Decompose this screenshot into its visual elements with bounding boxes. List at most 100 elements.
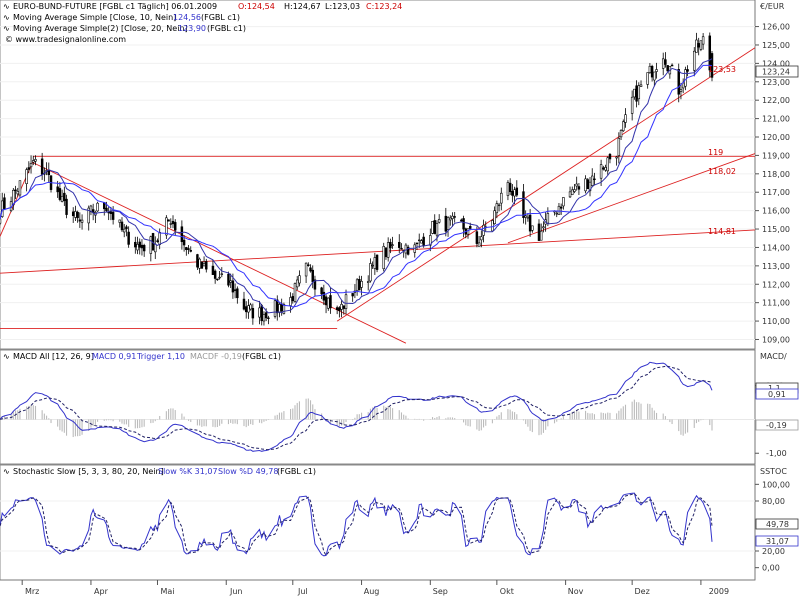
- trendline: [507, 153, 756, 244]
- candle-body: [0, 200, 4, 217]
- candle-body: [180, 226, 184, 243]
- price-low: L:123,03: [325, 2, 360, 11]
- price-axis-ticks: 109,00 110,00 111,00 112,00 113,00 114,00 115,…: [755, 23, 790, 344]
- candle-body: [648, 65, 652, 73]
- price-tick-label: 125,00: [762, 41, 790, 50]
- moving-average-lines: [0, 58, 713, 314]
- candle-body: [699, 40, 703, 50]
- ma10-line: [0, 58, 713, 314]
- candle-body: [293, 283, 297, 302]
- price-tick-label: 114,00: [762, 243, 790, 252]
- candle-body: [80, 219, 84, 223]
- candle-body: [196, 254, 199, 268]
- trendline: [0, 229, 756, 274]
- candle-body: [233, 289, 237, 291]
- candle-body: [264, 312, 268, 319]
- candle-body: [449, 217, 452, 221]
- candle-body: [213, 270, 217, 279]
- price-tick-label: 124,00: [762, 59, 790, 68]
- candle-body: [577, 186, 581, 190]
- macd-title: MACD All [12, 26, 9]: [13, 352, 94, 361]
- candle-body: [309, 267, 312, 272]
- candle-body: [568, 191, 572, 198]
- candle-body: [220, 273, 224, 275]
- candle-body: [635, 85, 638, 102]
- stoch-k-tag-text: 31,07: [766, 537, 789, 546]
- candle-body: [122, 228, 126, 233]
- candle-body: [684, 69, 687, 87]
- candle-body: [171, 220, 175, 225]
- candle-body: [327, 297, 330, 309]
- stoch-tick-label: 100,00: [762, 480, 790, 489]
- candle-body: [708, 35, 712, 71]
- candle-body: [260, 305, 263, 322]
- candle-body: [74, 211, 77, 218]
- stoch-d-tag-text: 49,78: [766, 520, 789, 529]
- candle-body: [60, 195, 64, 202]
- macd-value-tag: [755, 388, 799, 400]
- macd-value-tag-text: 0,91: [768, 390, 786, 399]
- candle-body: [118, 219, 122, 223]
- candle-body: [311, 269, 314, 283]
- candle-body: [304, 262, 308, 277]
- candle-body: [329, 295, 332, 309]
- candle-body: [18, 180, 22, 196]
- macd-lines: [0, 361, 713, 452]
- ma10-icon: ∿: [3, 13, 10, 22]
- candle-body: [437, 219, 441, 223]
- macd-hist-tag: [755, 419, 799, 431]
- candle-body: [127, 231, 130, 245]
- candle-body: [158, 232, 161, 245]
- candle-body: [78, 219, 82, 222]
- candle-body: [278, 304, 281, 313]
- candle-body: [417, 239, 421, 242]
- candle-body: [373, 257, 377, 269]
- candle-body: [351, 293, 354, 297]
- x-axis-label: Mai: [160, 587, 174, 596]
- candle-body: [653, 71, 656, 81]
- candle-body: [71, 211, 75, 217]
- candles: [0, 32, 714, 326]
- candle-body: [670, 64, 674, 67]
- candle-body: [391, 244, 394, 246]
- last-price-tag: [755, 65, 799, 78]
- macd-macdf: MACDF -0,19: [190, 352, 242, 361]
- candle-body: [608, 153, 612, 160]
- price-tick-label: 118,00: [762, 170, 790, 179]
- candle-body: [593, 178, 596, 181]
- candle-body: [622, 121, 625, 132]
- candle-body: [218, 276, 221, 279]
- trendline: [336, 47, 756, 322]
- candle-body: [697, 43, 700, 48]
- candle-body: [267, 317, 270, 319]
- macd-header: ∿ MACD All [12, 26, 9] MACD 0,91 Trigger…: [3, 352, 281, 361]
- candle-body: [460, 219, 463, 222]
- macd-unit-label: MACD/: [760, 352, 787, 361]
- stoch-title: Stochastic Slow [5, 3, 3, 80, 20, Nein]: [13, 467, 164, 476]
- price-tick-label: 112,00: [762, 280, 790, 289]
- candle-body: [624, 114, 627, 123]
- price-tick-label: 109,00: [762, 335, 790, 344]
- annotation-119: 119: [708, 148, 723, 157]
- candle-body: [173, 222, 177, 231]
- candle-body: [661, 58, 665, 69]
- candle-body: [451, 215, 454, 219]
- candle-body: [491, 220, 494, 232]
- candle-body: [542, 226, 545, 229]
- candle-body: [125, 226, 128, 230]
- candle-body: [156, 240, 159, 242]
- candle-body: [134, 241, 137, 248]
- ma20-icon: ∿: [3, 24, 10, 33]
- candle-body: [242, 298, 246, 310]
- x-axis-label: Aug: [364, 587, 380, 596]
- candle-body: [475, 231, 479, 244]
- watermark: © www.tradesignalonline.com: [5, 35, 126, 44]
- candle-body: [382, 246, 385, 270]
- candle-body: [679, 89, 683, 92]
- candle-body: [586, 179, 590, 190]
- macd-value: MACD 0,91: [92, 352, 136, 361]
- candle-body: [513, 189, 516, 197]
- candle-body: [65, 198, 68, 215]
- price-tick-label: 119,00: [762, 151, 790, 160]
- candle-body: [202, 263, 206, 267]
